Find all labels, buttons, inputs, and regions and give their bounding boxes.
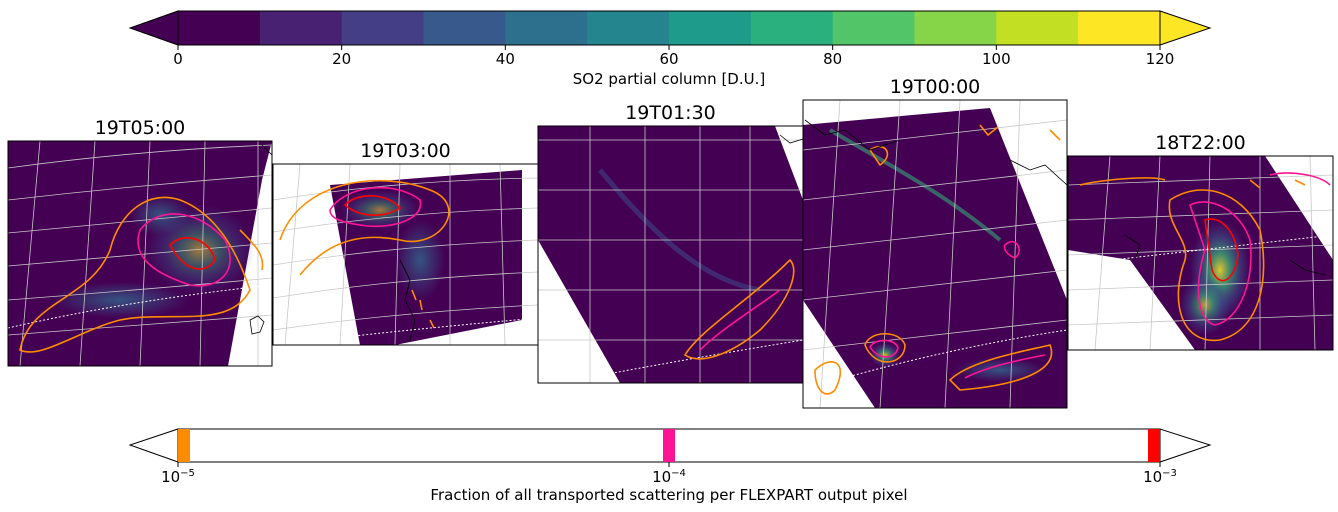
so2-colorbar-bin <box>669 11 752 45</box>
so2-colorbar-label: SO2 partial column [D.U.] <box>572 70 766 88</box>
so2-tick-label: 40 <box>495 50 515 68</box>
so2-colorbar-bin <box>914 11 997 45</box>
so2-tick-label: 80 <box>823 50 843 68</box>
so2-tick-label: 20 <box>332 50 352 68</box>
so2-colorbar-bin <box>750 11 834 45</box>
panel-2-map <box>272 163 539 346</box>
contour-colorbar-label: Fraction of all transported scattering p… <box>430 486 908 504</box>
so2-colorbar-bin <box>505 11 588 45</box>
contour-level-band <box>1148 429 1160 462</box>
so2-colorbar-bins <box>178 11 1161 45</box>
so2-colorbar-ticks <box>177 45 1161 50</box>
so2-colorbar-bin <box>832 11 915 45</box>
so2-colorbar <box>128 10 1212 50</box>
panel-5-map <box>1067 155 1334 351</box>
panel-2-title: 19T03:00 <box>360 140 451 162</box>
so2-colorbar-extend-high <box>1159 10 1212 46</box>
panel-1-map <box>7 140 273 367</box>
so2-colorbar-bin <box>178 11 261 45</box>
panel-5-title: 18T22:00 <box>1155 132 1246 154</box>
so2-colorbar-extend-low <box>128 10 179 46</box>
contour-level-band <box>178 429 190 462</box>
contour-colorbar-extend-high <box>1159 428 1212 463</box>
contour-tick-label: 10−4 <box>652 468 686 486</box>
panel-3-map <box>537 125 804 384</box>
panel-4-title: 19T00:00 <box>889 76 981 98</box>
contour-tick-label: 10−3 <box>1143 468 1177 486</box>
contour-level-band <box>663 429 675 462</box>
so2-tick-label: 0 <box>173 50 183 68</box>
so2-colorbar-bin <box>587 11 670 45</box>
contour-colorbar <box>128 428 1212 467</box>
so2-colorbar-bin <box>259 11 343 45</box>
panel-3-title: 19T01:30 <box>625 102 716 124</box>
contour-colorbar-extend-low <box>128 428 179 463</box>
so2-tick-label: 120 <box>1145 50 1175 68</box>
contour-colorbar-levels <box>178 429 1160 462</box>
so2-colorbar-bin <box>341 11 424 45</box>
so2-tick-label: 60 <box>659 50 679 68</box>
so2-colorbar-bin <box>996 11 1079 45</box>
so2-colorbar-bin <box>423 11 506 45</box>
contour-tick-label: 10−5 <box>161 468 195 486</box>
panel-1-title: 19T05:00 <box>94 117 186 139</box>
contour-colorbar-ticks <box>177 462 1161 467</box>
so2-tick-label: 100 <box>982 50 1011 68</box>
panel-4-map <box>802 99 1068 409</box>
so2-colorbar-bin <box>1078 11 1161 45</box>
